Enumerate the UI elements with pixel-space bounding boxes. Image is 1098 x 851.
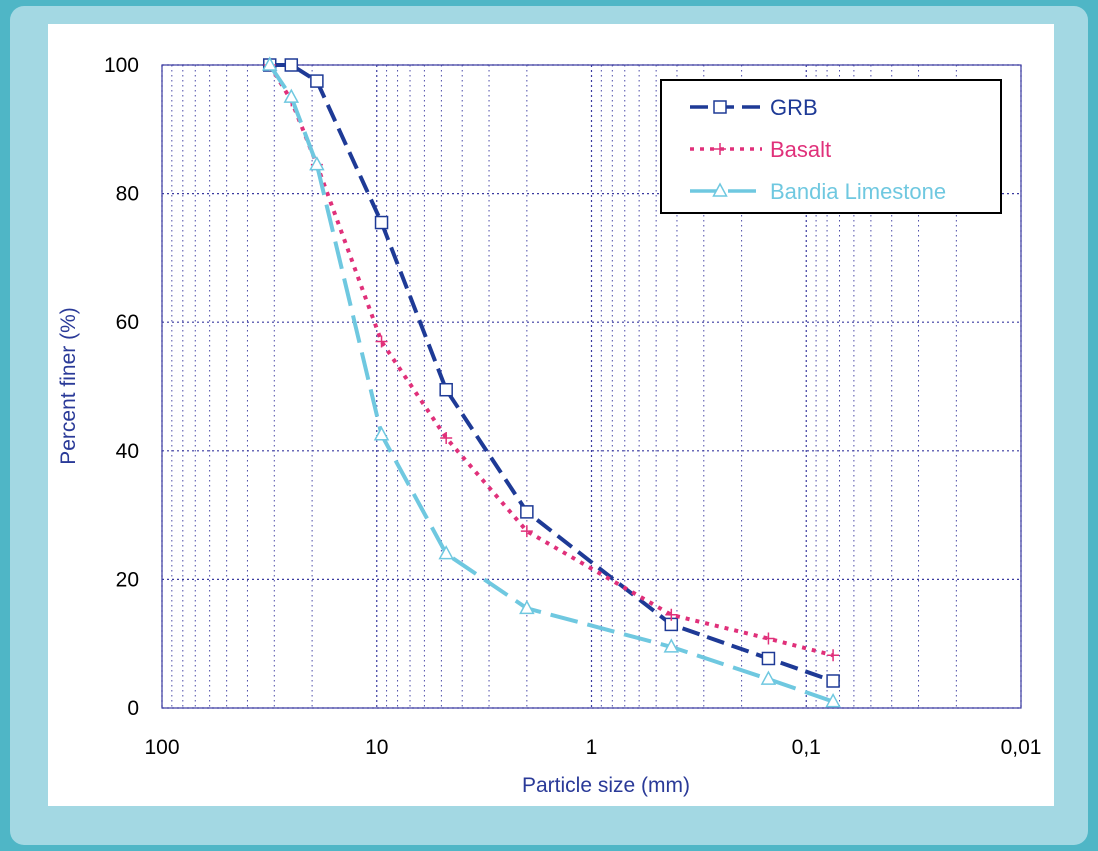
y-tick-label: 60 xyxy=(116,311,139,334)
data-point xyxy=(520,505,534,519)
data-point xyxy=(663,638,680,653)
x-tick-label: 10 xyxy=(365,736,388,759)
legend-entries: GRB Basalt Bandia Limestone xyxy=(690,95,946,204)
legend-entry: GRB xyxy=(690,95,818,120)
x-tick-label: 1 xyxy=(586,736,598,759)
data-point xyxy=(827,649,840,662)
data-point xyxy=(762,632,775,645)
data-point xyxy=(665,608,678,621)
x-axis-label: Particle size (mm) xyxy=(522,774,690,797)
tick-labels: 100 10 1 0,1 0,01 0 20 40 60 80 100 xyxy=(104,54,1041,759)
x-tick-label: 0,1 xyxy=(792,736,821,759)
data-point xyxy=(440,431,453,444)
data-point xyxy=(283,88,300,103)
y-tick-label: 40 xyxy=(116,440,139,463)
data-point xyxy=(284,58,299,72)
legend-label: GRB xyxy=(770,95,818,120)
y-tick-label: 0 xyxy=(127,697,139,720)
y-tick-label: 20 xyxy=(116,568,139,591)
data-point xyxy=(438,545,454,560)
legend-label: Basalt xyxy=(770,137,831,162)
legend-entry: Basalt xyxy=(690,137,831,162)
legend-marker xyxy=(714,143,726,155)
data-point xyxy=(760,670,777,685)
series-line xyxy=(268,63,834,704)
x-tick-label: 100 xyxy=(144,736,179,759)
y-axis-label: Percent finer (%) xyxy=(57,307,80,465)
data-point xyxy=(375,335,388,348)
data-point xyxy=(373,426,390,441)
legend-marker xyxy=(712,182,728,197)
data-point xyxy=(519,599,535,615)
data-point xyxy=(261,56,278,71)
data-point xyxy=(309,156,325,171)
series-line xyxy=(269,63,834,683)
data-point xyxy=(761,651,776,666)
data-point xyxy=(520,525,533,538)
legend-entry: Bandia Limestone xyxy=(690,179,946,204)
series-triangle xyxy=(261,56,841,708)
legend: GRB Basalt Bandia Limestone xyxy=(660,79,1002,214)
plot-area-border xyxy=(161,64,1022,709)
series-lines xyxy=(261,56,841,708)
series-line xyxy=(267,63,834,658)
data-point xyxy=(374,215,389,230)
y-tick-label: 80 xyxy=(116,183,139,206)
data-point xyxy=(826,674,840,688)
legend-label: Bandia Limestone xyxy=(770,179,946,204)
data-point xyxy=(439,382,453,397)
data-point xyxy=(310,74,324,88)
x-tick-label: 0,01 xyxy=(1001,736,1042,759)
legend-marker xyxy=(713,100,727,114)
y-tick-label: 100 xyxy=(104,54,139,77)
data-point xyxy=(825,692,841,708)
